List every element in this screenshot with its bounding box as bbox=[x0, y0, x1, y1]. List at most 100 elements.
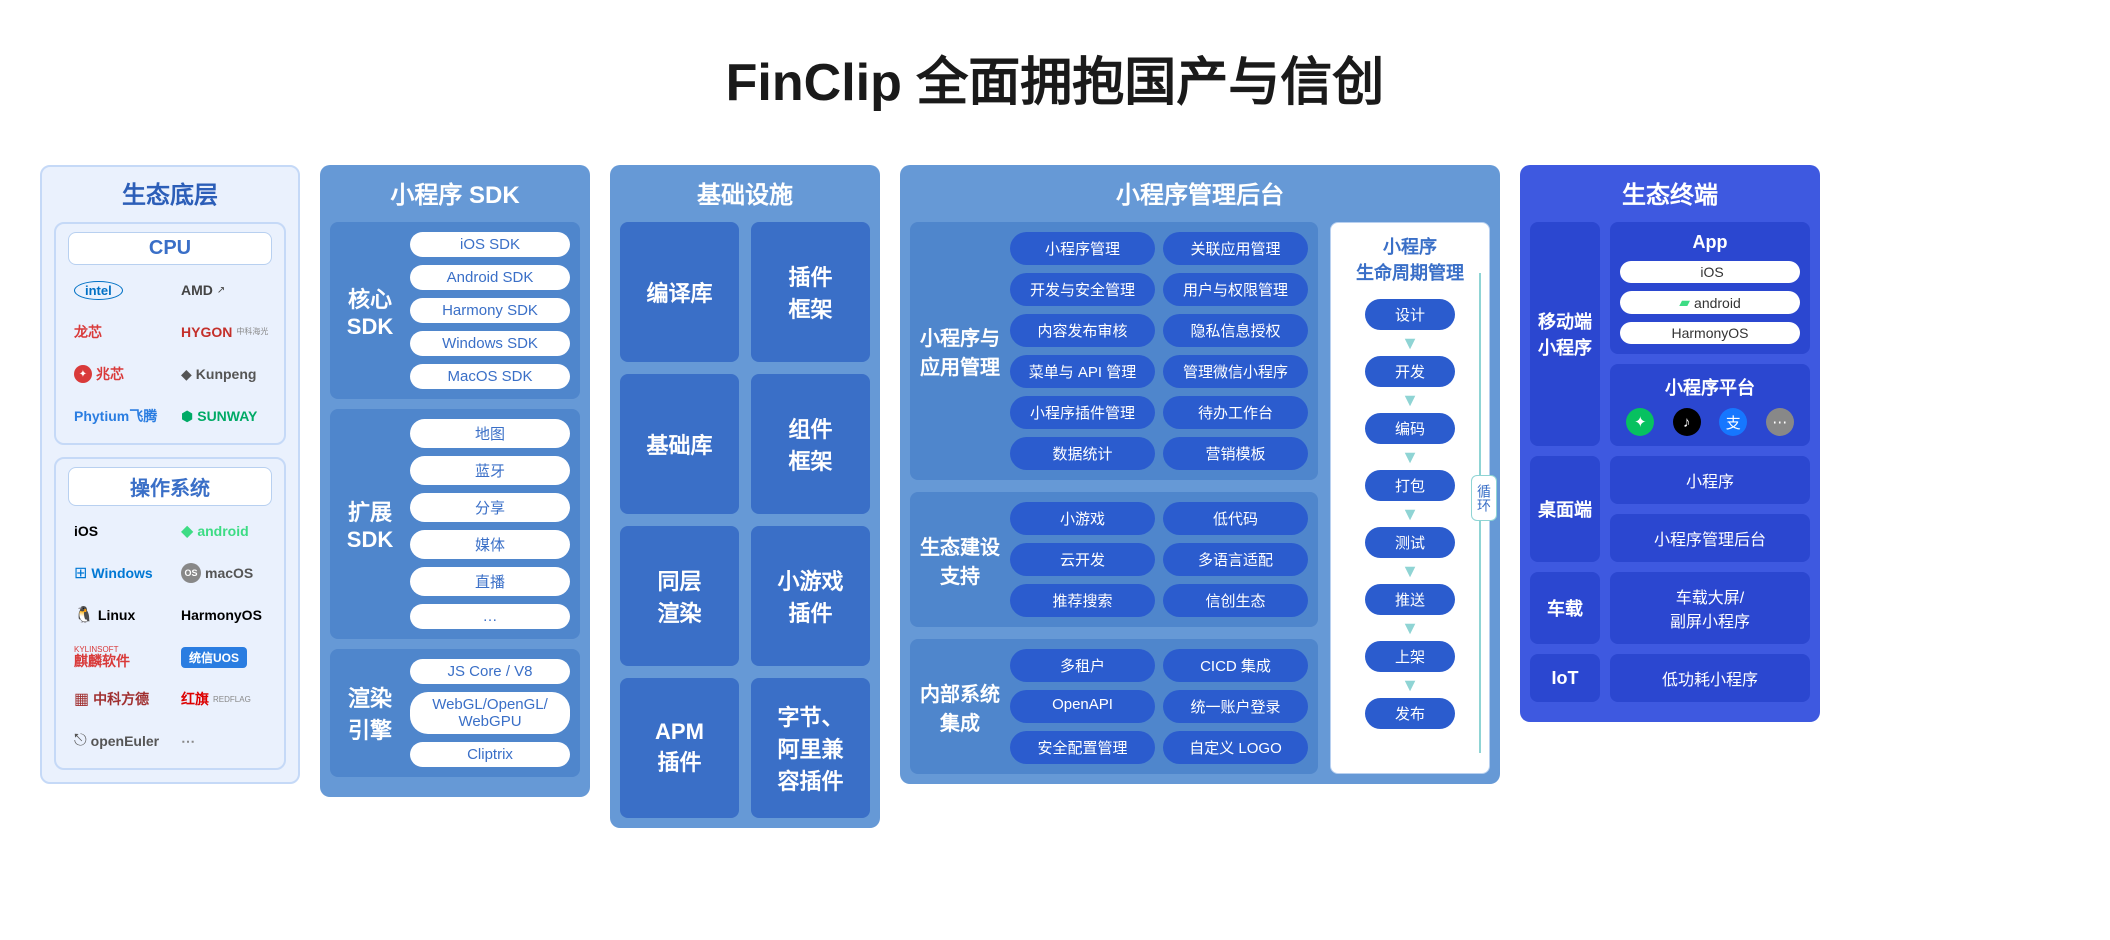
header-os: 操作系统 bbox=[68, 467, 272, 506]
lifecycle-step: 设计 bbox=[1365, 299, 1455, 330]
header-mgmt: 小程序管理后台 bbox=[910, 175, 1490, 210]
sdk-group-label: 扩展SDK bbox=[340, 419, 400, 629]
col-sdk: 小程序 SDK 核心SDK iOS SDK Android SDK Harmony S… bbox=[320, 165, 590, 797]
header-ecosystem-base: 生态底层 bbox=[54, 175, 286, 210]
sdk-group: 核心SDK iOS SDK Android SDK Harmony SDK Window… bbox=[330, 222, 580, 399]
endpoint-label: 移动端小程序 bbox=[1530, 222, 1600, 446]
endpoint-box: 小程序管理后台 bbox=[1610, 514, 1810, 562]
platform-icons: ✦♪支⋯ bbox=[1620, 408, 1800, 436]
endpoint-content: 低功耗小程序 bbox=[1610, 654, 1810, 702]
cpu-logo-grid: intelAMD↗龙芯HYGON中科海光✦兆芯◆KunpengPhytium飞腾… bbox=[68, 275, 272, 431]
endpoint-content: App iOS▰ androidHarmonyOS小程序平台✦♪支⋯ bbox=[1610, 222, 1810, 446]
platform-icon: ⋯ bbox=[1766, 408, 1794, 436]
arrow-down-icon: ▼ bbox=[1401, 676, 1419, 694]
mgmt-pill: 管理微信小程序 bbox=[1163, 355, 1308, 388]
mgmt-group-label: 内部系统集成 bbox=[920, 649, 1000, 764]
endpoint-box: 小程序 bbox=[1610, 456, 1810, 504]
infra-box: APM插件 bbox=[620, 678, 739, 818]
sdk-group-label: 核心SDK bbox=[340, 232, 400, 389]
os-logo: OSmacOS bbox=[175, 558, 272, 588]
sdk-groups: 核心SDK iOS SDK Android SDK Harmony SDK Window… bbox=[330, 222, 580, 777]
mgmt-pill: OpenAPI bbox=[1010, 690, 1155, 723]
sdk-item: 媒体 bbox=[410, 530, 570, 559]
mgmt-pill: 推荐搜索 bbox=[1010, 584, 1155, 617]
lifecycle-step: 编码 bbox=[1365, 413, 1455, 444]
endpoint-row: 移动端小程序App iOS▰ androidHarmonyOS小程序平台✦♪支⋯ bbox=[1530, 222, 1810, 446]
page-title: FinClip 全面拥抱国产与信创 bbox=[40, 40, 2070, 115]
sdk-group: 扩展SDK地图蓝牙分享媒体直播… bbox=[330, 409, 580, 639]
panel-sdk: 小程序 SDK 核心SDK iOS SDK Android SDK Harmony S… bbox=[320, 165, 590, 797]
lifecycle-step: 开发 bbox=[1365, 356, 1455, 387]
cpu-logo: ◆Kunpeng bbox=[175, 359, 272, 389]
sdk-items: iOS SDK Android SDK Harmony SDK Windows SDK… bbox=[410, 232, 570, 389]
sdk-items: JS Core / V8WebGL/OpenGL/WebGPUCliptrix bbox=[410, 659, 570, 767]
lifecycle-steps: 设计▼开发▼编码▼打包▼测试▼推送▼上架▼发布 bbox=[1341, 299, 1479, 729]
platform-box: 小程序平台✦♪支⋯ bbox=[1610, 364, 1810, 446]
mgmt-pill: 待办工作台 bbox=[1163, 396, 1308, 429]
endpoint-rows: 移动端小程序App iOS▰ androidHarmonyOS小程序平台✦♪支⋯… bbox=[1530, 222, 1810, 702]
arrow-down-icon: ▼ bbox=[1401, 391, 1419, 409]
mgmt-group: 生态建设支持小游戏低代码云开发多语言适配推荐搜索信创生态 bbox=[910, 492, 1318, 627]
sdk-item: Cliptrix bbox=[410, 742, 570, 767]
mgmt-pill: 用户与权限管理 bbox=[1163, 273, 1308, 306]
mgmt-pill: 数据统计 bbox=[1010, 437, 1155, 470]
os-pill: ▰ android bbox=[1620, 291, 1800, 314]
lifecycle-step: 发布 bbox=[1365, 698, 1455, 729]
mgmt-pill: 自定义 LOGO bbox=[1163, 731, 1308, 764]
platform-icon: ♪ bbox=[1673, 408, 1701, 436]
platform-icon: ✦ bbox=[1626, 408, 1654, 436]
mgmt-pill: 关联应用管理 bbox=[1163, 232, 1308, 265]
os-logo: KYLINSOFT麒麟软件 bbox=[68, 642, 165, 672]
architecture-diagram: 生态底层 CPU intelAMD↗龙芯HYGON中科海光✦兆芯◆Kunpeng… bbox=[40, 165, 2070, 828]
os-logo: ⎋openEuler bbox=[68, 726, 165, 756]
arrow-down-icon: ▼ bbox=[1401, 334, 1419, 352]
infra-grid: 编译库插件框架基础库组件框架同层渲染小游戏插件APM插件字节、阿里兼容插件 bbox=[620, 222, 870, 818]
sdk-item: Windows SDK bbox=[410, 331, 570, 356]
panel-cpu: CPU intelAMD↗龙芯HYGON中科海光✦兆芯◆KunpengPhyti… bbox=[54, 222, 286, 445]
lifecycle-step: 推送 bbox=[1365, 584, 1455, 615]
mgmt-pill: 云开发 bbox=[1010, 543, 1155, 576]
mgmt-pill: 内容发布审核 bbox=[1010, 314, 1155, 347]
infra-box: 基础库 bbox=[620, 374, 739, 514]
header-endpoint: 生态终端 bbox=[1530, 175, 1810, 210]
app-box: App iOS▰ androidHarmonyOS bbox=[1610, 222, 1810, 354]
infra-box: 编译库 bbox=[620, 222, 739, 362]
lifecycle-loop-label: 循环 bbox=[1471, 475, 1497, 521]
mgmt-pill: CICD 集成 bbox=[1163, 649, 1308, 682]
header-infra: 基础设施 bbox=[620, 175, 870, 210]
header-sdk: 小程序 SDK bbox=[330, 175, 580, 210]
endpoint-label: 车载 bbox=[1530, 572, 1600, 644]
os-logo: 🐧Linux bbox=[68, 600, 165, 630]
panel-ecosystem-base: 生态底层 CPU intelAMD↗龙芯HYGON中科海光✦兆芯◆Kunpeng… bbox=[40, 165, 300, 784]
os-logo: 统信UOS bbox=[175, 642, 272, 672]
os-logo: iOS bbox=[68, 516, 165, 546]
cpu-logo: intel bbox=[68, 275, 165, 305]
sdk-item: 直播 bbox=[410, 567, 570, 596]
os-logo: ▦中科方德 bbox=[68, 684, 165, 714]
sdk-item: … bbox=[410, 604, 570, 629]
mgmt-pill: 安全配置管理 bbox=[1010, 731, 1155, 764]
mgmt-group-label: 生态建设支持 bbox=[920, 502, 1000, 617]
sdk-item: JS Core / V8 bbox=[410, 659, 570, 684]
infra-box: 插件框架 bbox=[751, 222, 870, 362]
mgmt-pill-grid: 小程序管理关联应用管理开发与安全管理用户与权限管理内容发布审核隐私信息授权菜单与… bbox=[1010, 232, 1308, 470]
endpoint-label: 桌面端 bbox=[1530, 456, 1600, 562]
mgmt-groups: 小程序与应用管理小程序管理关联应用管理开发与安全管理用户与权限管理内容发布审核隐… bbox=[910, 222, 1318, 774]
endpoint-content: 车载大屏/副屏小程序 bbox=[1610, 572, 1810, 644]
mgmt-pill: 信创生态 bbox=[1163, 584, 1308, 617]
sdk-item: iOS SDK bbox=[410, 232, 570, 257]
os-logo-grid: iOS◆android⊞WindowsOSmacOS🐧LinuxHarmonyO… bbox=[68, 516, 272, 756]
mgmt-pill: 营销模板 bbox=[1163, 437, 1308, 470]
mgmt-pill: 低代码 bbox=[1163, 502, 1308, 535]
app-box-header: App bbox=[1620, 232, 1800, 253]
mgmt-pill: 多语言适配 bbox=[1163, 543, 1308, 576]
endpoint-row: 车载车载大屏/副屏小程序 bbox=[1530, 572, 1810, 644]
col-endpoint: 生态终端 移动端小程序App iOS▰ androidHarmonyOS小程序平… bbox=[1520, 165, 1820, 722]
arrow-down-icon: ▼ bbox=[1401, 562, 1419, 580]
sdk-item: Android SDK bbox=[410, 265, 570, 290]
sdk-item: Harmony SDK bbox=[410, 298, 570, 323]
lifecycle-step: 打包 bbox=[1365, 470, 1455, 501]
mgmt-pill: 统一账户登录 bbox=[1163, 690, 1308, 723]
col-infra: 基础设施 编译库插件框架基础库组件框架同层渲染小游戏插件APM插件字节、阿里兼容… bbox=[610, 165, 880, 828]
endpoint-box: 车载大屏/副屏小程序 bbox=[1610, 572, 1810, 644]
